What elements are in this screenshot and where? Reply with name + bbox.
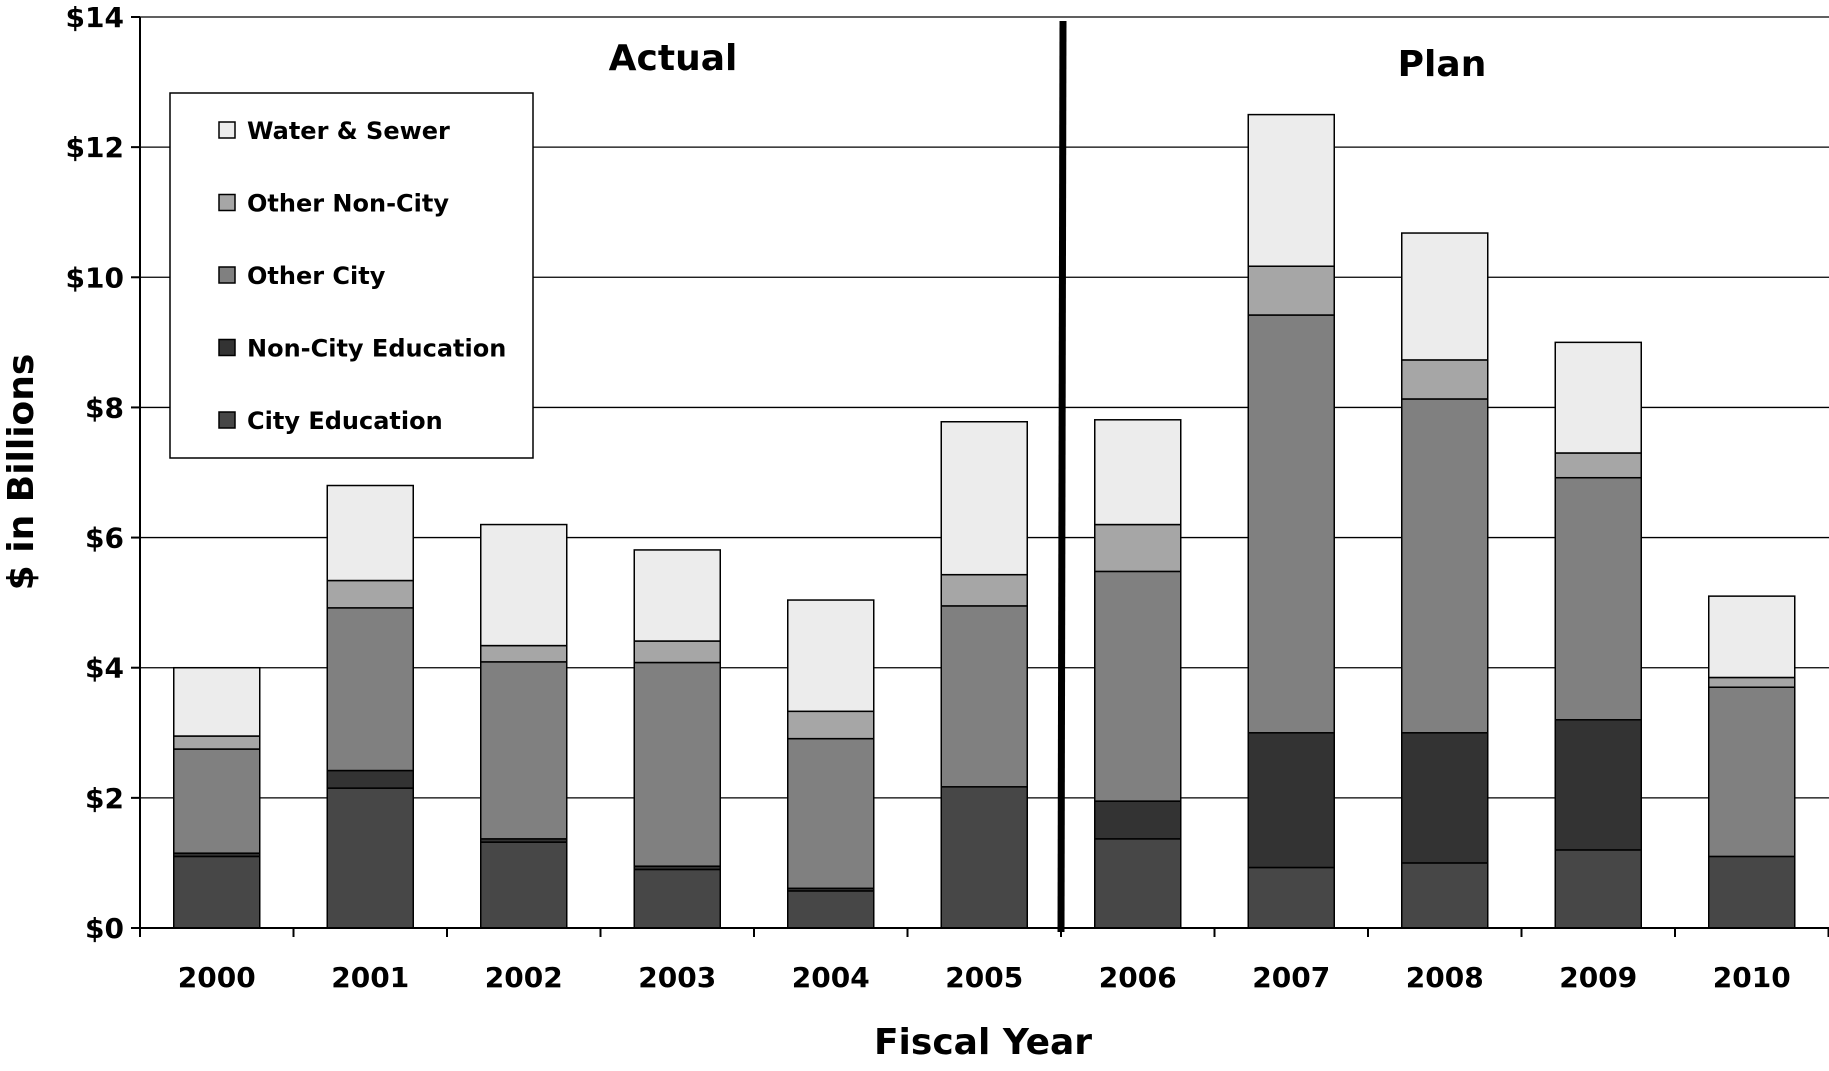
legend-label-city-education: City Education — [247, 407, 443, 435]
bar-non-city-education-2001 — [326, 769, 414, 789]
bar-city-education-2005 — [940, 786, 1028, 929]
bar-water-and-sewer-2007 — [1247, 113, 1335, 267]
bar-water-and-sewer-2006 — [1094, 419, 1182, 526]
section-label-actual: Actual — [609, 38, 738, 79]
bar-other-city-2000 — [173, 748, 261, 854]
x-tick-label-2002: 2002 — [485, 961, 563, 994]
bar-other-non-city-2004 — [787, 710, 875, 740]
bar-water-and-sewer-2009 — [1554, 341, 1642, 454]
bar-other-non-city-2007 — [1247, 265, 1335, 316]
bar-other-non-city-2003 — [633, 640, 721, 664]
bar-non-city-education-2007 — [1247, 732, 1335, 869]
bar-city-education-2002 — [480, 841, 568, 929]
bar-water-and-sewer-2003 — [633, 549, 721, 642]
bar-city-education-2006 — [1094, 838, 1182, 929]
bar-water-and-sewer-2005 — [940, 420, 1028, 576]
y-tick-label: $6 — [85, 522, 124, 555]
bar-city-education-2009 — [1554, 849, 1642, 929]
bar-non-city-education-2009 — [1554, 719, 1642, 851]
x-tick-label-2001: 2001 — [331, 961, 409, 994]
legend-swatch-other-city — [218, 266, 236, 284]
legend-label-non-city-education: Non-City Education — [247, 335, 506, 363]
bar-other-non-city-2008 — [1401, 359, 1489, 400]
y-tick-label: $10 — [66, 261, 124, 294]
x-tick-label-2000: 2000 — [178, 961, 256, 994]
bar-other-city-2004 — [787, 737, 875, 890]
bar-water-and-sewer-2004 — [787, 599, 875, 713]
legend-swatch-city-education — [218, 411, 236, 429]
bar-other-city-2007 — [1247, 314, 1335, 734]
x-tick-label-2003: 2003 — [638, 961, 716, 994]
x-tick-label-2009: 2009 — [1559, 961, 1637, 994]
y-tick-label: $2 — [85, 782, 124, 815]
bar-water-and-sewer-2010 — [1708, 595, 1796, 679]
bar-city-education-2004 — [787, 890, 875, 929]
x-tick-label-2007: 2007 — [1252, 961, 1330, 994]
x-tick-label-2006: 2006 — [1099, 961, 1177, 994]
bar-other-non-city-2010 — [1708, 676, 1796, 688]
section-label-plan: Plan — [1398, 44, 1487, 85]
legend: Water & Sewer Other Non-City Other City Non… — [169, 92, 534, 459]
y-axis-title: $ in Billions — [1, 354, 42, 591]
x-tick-label-2004: 2004 — [792, 961, 870, 994]
x-tick-label-2008: 2008 — [1406, 961, 1484, 994]
bar-city-education-2001 — [326, 787, 414, 929]
x-axis-ticks: 2000 2001 2002 2003 2004 2005 2006 2007 2008 2009… — [139, 928, 1829, 994]
bar-non-city-education-2008 — [1401, 732, 1489, 864]
y-tick-label: $14 — [66, 1, 124, 34]
bar-other-non-city-2005 — [940, 573, 1028, 607]
x-tick-label-2005: 2005 — [945, 961, 1023, 994]
bar-other-city-2010 — [1708, 686, 1796, 858]
y-tick-label: $0 — [85, 912, 124, 945]
legend-swatch-other-non-city — [218, 193, 236, 212]
bar-water-and-sewer-2000 — [173, 666, 261, 737]
bar-other-non-city-2006 — [1094, 523, 1182, 573]
bar-other-non-city-2009 — [1554, 452, 1642, 479]
bar-water-and-sewer-2008 — [1401, 232, 1489, 361]
bar-city-education-2000 — [173, 855, 261, 929]
x-tick-label-2010: 2010 — [1713, 961, 1791, 994]
legend-swatch-non-city-education — [218, 338, 236, 357]
bar-other-city-2001 — [326, 607, 414, 772]
bar-water-and-sewer-2001 — [326, 484, 414, 582]
legend-label-other-city: Other City — [247, 262, 386, 290]
bar-other-city-2009 — [1554, 476, 1642, 721]
bars — [173, 113, 1796, 929]
bar-city-education-2007 — [1247, 866, 1335, 929]
bar-other-city-2005 — [940, 605, 1028, 788]
y-tick-label: $8 — [85, 391, 124, 424]
bar-non-city-education-2006 — [1094, 800, 1182, 840]
bar-other-non-city-2002 — [480, 644, 568, 663]
bar-water-and-sewer-2002 — [480, 523, 568, 647]
bar-city-education-2003 — [633, 868, 721, 929]
bar-other-city-2008 — [1401, 398, 1489, 734]
bar-other-non-city-2000 — [173, 735, 261, 750]
y-tick-label: $12 — [66, 131, 124, 164]
bar-city-education-2010 — [1708, 855, 1796, 929]
legend-label-other-non-city: Other Non-City — [247, 190, 449, 218]
bar-city-education-2008 — [1401, 862, 1489, 929]
bar-other-city-2006 — [1094, 570, 1182, 802]
bar-other-city-2003 — [633, 661, 721, 867]
actual-plan-divider — [1057, 20, 1067, 933]
x-axis-title: Fiscal Year — [874, 1022, 1092, 1063]
legend-label-water-and-sewer: Water & Sewer — [247, 117, 450, 145]
bar-other-non-city-2001 — [326, 579, 414, 609]
legend-swatch-water-and-sewer — [218, 121, 236, 139]
y-tick-label: $4 — [85, 652, 124, 685]
bar-other-city-2002 — [480, 661, 568, 840]
y-axis-ticks: $0 $2 $4 $6 $8 $10 $12 $14 — [66, 1, 140, 945]
